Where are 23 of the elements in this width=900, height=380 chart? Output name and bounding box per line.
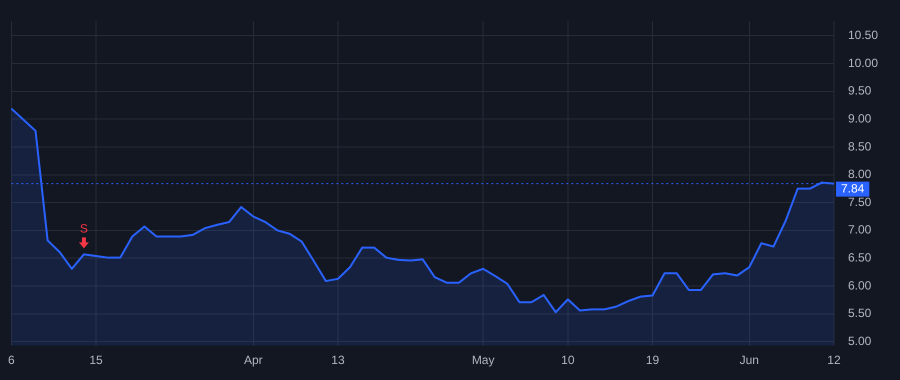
y-tick-label: 6.00 <box>848 278 872 292</box>
y-tick-label: 5.00 <box>848 334 872 348</box>
y-tick-label: 8.00 <box>848 167 872 182</box>
y-tick-label: 7.50 <box>848 194 872 209</box>
y-tick-label: 7.00 <box>848 222 872 237</box>
annotation: S <box>80 222 88 236</box>
x-tick-label: 10 <box>561 353 575 368</box>
y-tick-label: 6.50 <box>848 250 872 265</box>
y-tick-label: 10.50 <box>848 28 878 42</box>
x-tick-label: 12 <box>827 353 841 368</box>
x-tick-label: Apr <box>244 353 263 368</box>
ref-line-label: 7.84 <box>840 181 865 196</box>
x-tick-label: 13 <box>331 353 345 368</box>
x-tick-label: Jun <box>740 353 759 368</box>
x-tick-label: May <box>472 353 494 368</box>
y-tick-label: 9.00 <box>848 111 872 126</box>
y-tick-label: 5.50 <box>848 306 872 320</box>
x-tick-label: 19 <box>646 353 660 368</box>
y-tick-label: 8.50 <box>848 139 872 154</box>
x-tick-label: 6 <box>8 353 15 368</box>
x-tick-label: 15 <box>89 353 104 368</box>
y-tick-label: 10.00 <box>848 56 878 70</box>
y-tick-label: 9.50 <box>848 84 872 98</box>
